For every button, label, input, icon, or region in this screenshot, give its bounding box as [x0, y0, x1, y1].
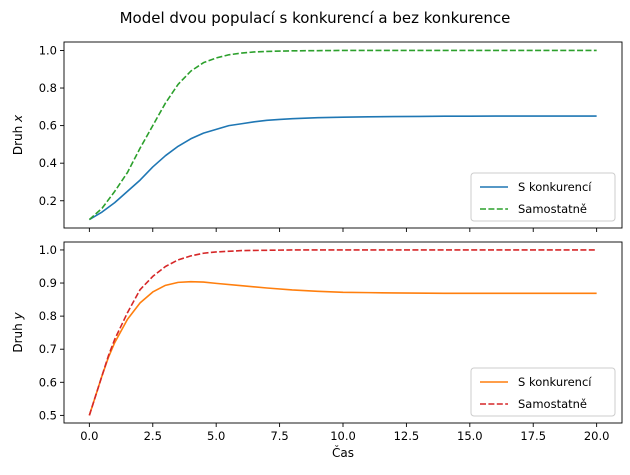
y-tick-label: 0.6	[39, 375, 57, 389]
top-panel-druh-x: 0.2 0.4 0.6 0.8 1.0 Druh x S konkurencí Samosta…	[11, 41, 623, 232]
x-axis-label: Čas	[332, 445, 354, 460]
series-line-samostatne	[88, 249, 597, 416]
legend-label-s-konkurenci: S konkurencí	[518, 375, 592, 389]
y-tick-label: 0.9	[39, 276, 57, 290]
y-tick-label: 1.0	[39, 43, 57, 57]
x-tick-label: 5.0	[207, 429, 225, 443]
legend-label-samostatne: Samostatně	[518, 397, 587, 411]
y-axis-label-prefix: Druh	[11, 122, 25, 155]
x-tick-label: 10.0	[330, 429, 356, 443]
figure-title: Model dvou populací s konkurencí a bez k…	[120, 9, 511, 27]
y-tick-label: 0.7	[39, 342, 57, 356]
legend: S konkurencí Samostatně	[470, 172, 616, 222]
y-axis-label: Druh x	[11, 114, 25, 155]
series-line-s-konkurenci	[88, 280, 597, 416]
series-line-samostatne	[88, 49, 597, 221]
y-tick-label: 1.0	[39, 243, 57, 257]
y-tick-label: 0.8	[39, 309, 57, 323]
legend: S konkurencí Samostatně	[470, 367, 616, 417]
y-axis-label-prefix: Druh	[11, 319, 25, 352]
x-tick-label: 12.5	[394, 429, 420, 443]
y-tick-label: 0.8	[39, 81, 57, 95]
legend-label-samostatne: Samostatně	[518, 202, 587, 216]
y-axis-label-variable: x	[11, 114, 25, 123]
y-tick-label: 0.2	[39, 194, 57, 208]
x-tick-label: 15.0	[457, 429, 483, 443]
bottom-panel-druh-y: 0.0 2.5 5.0 7.5 10.0 12.5 15.0 17.5 20.0 0.5 0.6 0.…	[11, 241, 623, 460]
y-tick-label: 0.6	[39, 119, 57, 133]
y-axis-label-variable: y	[11, 311, 25, 320]
x-tick-label: 7.5	[270, 429, 288, 443]
legend-label-s-konkurenci: S konkurencí	[518, 180, 592, 194]
x-tick-label: 20.0	[584, 429, 610, 443]
x-tick-label: 17.5	[520, 429, 546, 443]
x-tick-label: 2.5	[144, 429, 162, 443]
x-tick-label: 0.0	[80, 429, 98, 443]
y-tick-label: 0.5	[39, 408, 57, 422]
series-line-s-konkurenci	[88, 115, 597, 221]
y-tick-label: 0.4	[39, 156, 57, 170]
y-axis-label: Druh y	[11, 311, 25, 352]
